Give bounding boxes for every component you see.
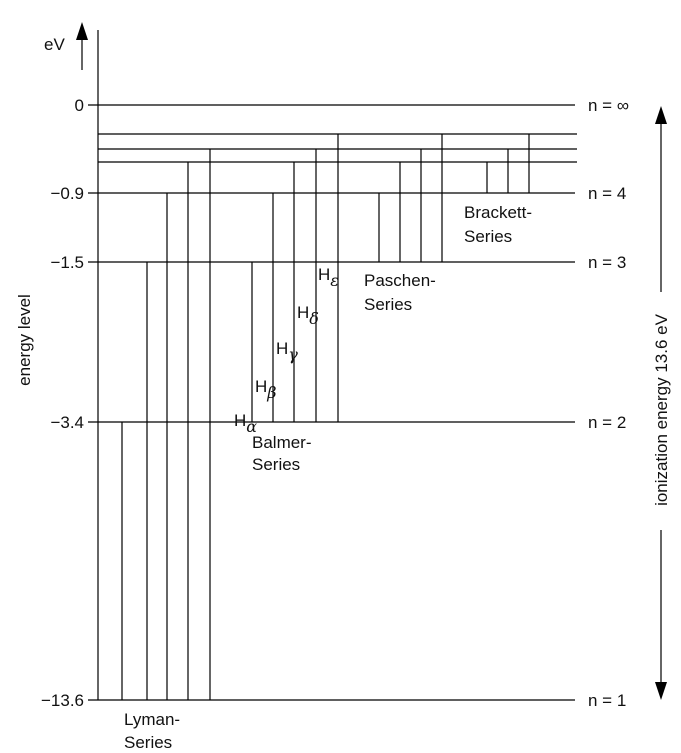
y-axis-arrow <box>76 22 88 70</box>
series-label-brackett-2: Series <box>464 227 512 246</box>
series-label-balmer: Balmer- <box>252 433 312 452</box>
series-label-paschen: Paschen- <box>364 271 436 290</box>
tick-label-n4: −0.9 <box>50 184 84 203</box>
balmer-label-delta: Hδ <box>297 303 319 328</box>
level-label-n2: n = 2 <box>588 413 626 432</box>
series-label-brackett: Brackett- <box>464 203 532 222</box>
axis-unit-label: eV <box>44 35 65 54</box>
balmer-label-beta: Hβ <box>255 377 277 402</box>
axis-ylabel: energy level <box>15 294 34 386</box>
ionization-label: ionization energy 13.6 eV <box>652 313 671 506</box>
tick-label-n2: −3.4 <box>50 413 84 432</box>
level-label-n4: n = 4 <box>588 184 626 203</box>
balmer-label-epsilon: Hε <box>318 265 339 290</box>
ionization-arrow <box>655 106 667 700</box>
series-label-paschen-2: Series <box>364 295 412 314</box>
series-label-balmer-2: Series <box>252 455 300 474</box>
balmer-label-alpha: Hα <box>234 411 257 436</box>
series-label-lyman: Lyman- <box>124 710 180 729</box>
series-label-lyman-2: Series <box>124 733 172 752</box>
tick-label-n3: −1.5 <box>50 253 84 272</box>
level-label-n-infinity: n = ∞ <box>588 96 629 115</box>
balmer-label-gamma: Hγ <box>276 339 298 364</box>
tick-label-0: 0 <box>75 96 84 115</box>
level-label-n3: n = 3 <box>588 253 626 272</box>
level-label-n1: n = 1 <box>588 691 626 710</box>
tick-label-n1: −13.6 <box>41 691 84 710</box>
